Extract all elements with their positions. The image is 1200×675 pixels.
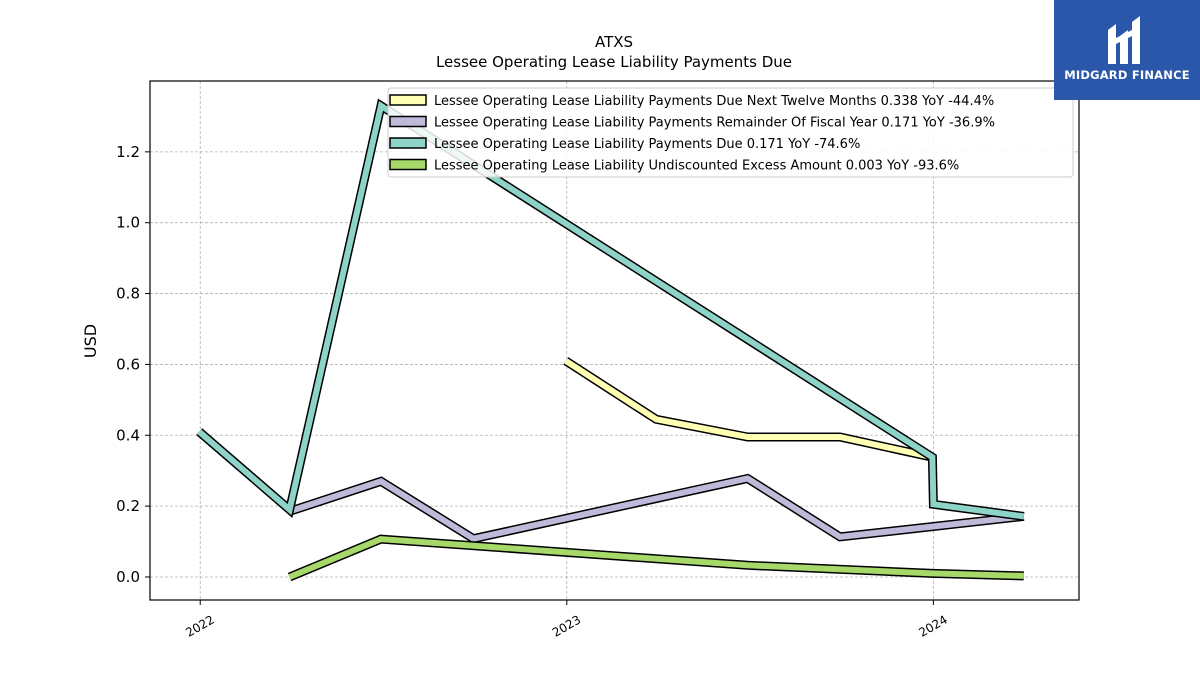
series-line-1 [288,473,1025,544]
legend-label: Lessee Operating Lease Liability Undisco… [434,159,959,174]
series-path [288,475,1025,542]
y-tick-label: 0.4 [116,426,140,444]
x-tick-label: 2024 [916,612,949,639]
x-tick-label: 2023 [550,612,583,639]
x-tick-label: 2022 [183,612,216,639]
chart-title: ATXS [595,33,633,51]
legend-label: Lessee Operating Lease Liability Payment… [434,116,995,131]
series-line-2 [196,98,1025,521]
series-path [288,536,1024,580]
legend-box [387,87,1074,178]
legend-label: Lessee Operating Lease Liability Payment… [434,94,994,109]
series-lines [196,98,1025,582]
y-axis-label: USD [81,324,100,358]
legend-swatch [389,137,427,149]
series-path [197,100,1025,520]
series-path [564,358,934,461]
series-line-0 [563,357,934,462]
chart-subtitle: Lessee Operating Lease Liability Payment… [436,53,792,71]
series-line-3 [287,534,1024,582]
y-tick-label: 0.6 [116,355,140,373]
midgard-finance-logo: MIDGARD FINANCE [1054,0,1200,100]
legend-swatch [389,158,427,171]
plot-frame [149,80,1080,601]
legend-swatch [389,115,427,128]
legend: Lessee Operating Lease Liability Payment… [387,87,1074,178]
midgard-logo-icon [1108,16,1140,64]
logo-text: MIDGARD FINANCE [1064,68,1190,82]
legend-label: Lessee Operating Lease Liability Payment… [434,137,860,152]
y-tick-label: 1.0 [116,214,140,232]
y-tick-label: 0.8 [116,285,140,303]
y-tick-label: 0.0 [116,568,140,586]
legend-swatch [389,94,427,106]
y-tick-label: 0.2 [116,497,140,515]
y-tick-label: 1.2 [116,143,140,161]
